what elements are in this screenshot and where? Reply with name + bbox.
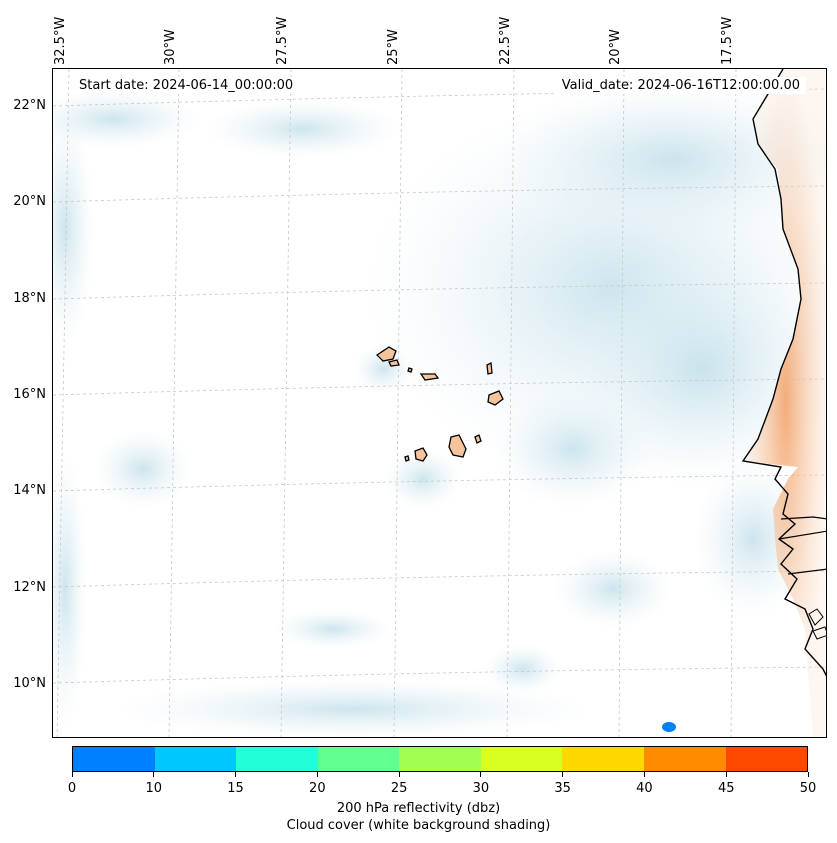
africa-coast [741,69,826,737]
island-santa-luzia [407,367,413,373]
colorbar-segment [154,747,237,771]
colorbar-tick [316,772,318,777]
colorbar-tick [398,772,400,777]
colorbar-tick [235,772,237,777]
island-sao-nicolau [419,373,440,381]
valid-date-label: Valid_date: 2024-06-16T12:00:00.00 [555,77,806,94]
colorbar-subtitle: Cloud cover (white background shading) [286,818,551,833]
island-santo-antao [375,346,397,362]
lat-label-10n: 10°N [13,676,46,691]
lat-label-20n: 20°N [13,194,46,209]
colorbar-tick-label: 45 [717,781,735,796]
island-fogo [414,447,428,462]
colorbar-tick [562,772,564,777]
colorbar-segment [643,747,726,771]
colorbar-tick [807,772,809,777]
lon-label-22-5w: 22.5°W [498,16,513,65]
island-sal [486,361,493,375]
island-maio [474,434,482,444]
colorbar-tick-label: 0 [67,781,77,796]
cloud-cover-shading [53,79,826,737]
colorbar-tick-label: 15 [227,781,244,796]
lon-label-30w: 30°W [163,29,178,65]
colorbar-tick [480,772,482,777]
lat-label-16n: 16°N [13,387,46,402]
lon-label-20w: 20°W [608,29,623,65]
colorbar-segment [725,747,808,771]
colorbar-tick [725,772,727,777]
island-boa-vista [487,390,504,406]
colorbar-segment [73,747,155,771]
lat-label-14n: 14°N [13,483,46,498]
reflectivity-echo [662,722,676,732]
start-date-label: Start date: 2024-06-14_00:00:00 [73,77,300,94]
colorbar-segment [399,747,481,771]
colorbar-tick-label: 25 [390,781,408,796]
lon-label-25w: 25°W [386,29,401,65]
colorbar-tick-label: 10 [145,781,163,796]
lat-label-12n: 12°N [13,580,46,595]
lon-label-32-5w: 32.5°W [53,16,68,65]
colorbar-tick-label: 40 [636,781,653,796]
island-santiago [448,434,467,458]
map-canvas [53,69,826,737]
colorbar-tick-label: 35 [554,781,571,796]
colorbar-title: 200 hPa reflectivity (dbz) [336,801,501,816]
graticule [53,69,826,737]
lat-label-18n: 18°N [13,291,46,306]
colorbar-tick-label: 50 [799,781,817,796]
colorbar-tick [71,772,73,777]
island-brava [404,455,410,462]
lon-label-27-5w: 27.5°W [275,16,290,65]
colorbar-segment [562,747,644,771]
colorbar-segment [317,747,400,771]
colorbar [72,746,808,772]
colorbar-segment [236,747,318,771]
lat-label-22n: 22°N [13,98,46,113]
colorbar-tick [643,772,645,777]
colorbar-segment [480,747,563,771]
island-sao-vicente [388,359,400,367]
lon-label-17-5w: 17.5°W [720,16,735,65]
cape-verde-islands [375,346,504,462]
colorbar-tick-label: 30 [472,781,490,796]
map-panel[interactable]: Start date: 2024-06-14_00:00:00 Valid_da… [52,68,827,738]
colorbar-tick-label: 20 [309,781,326,796]
colorbar-tick [153,772,155,777]
